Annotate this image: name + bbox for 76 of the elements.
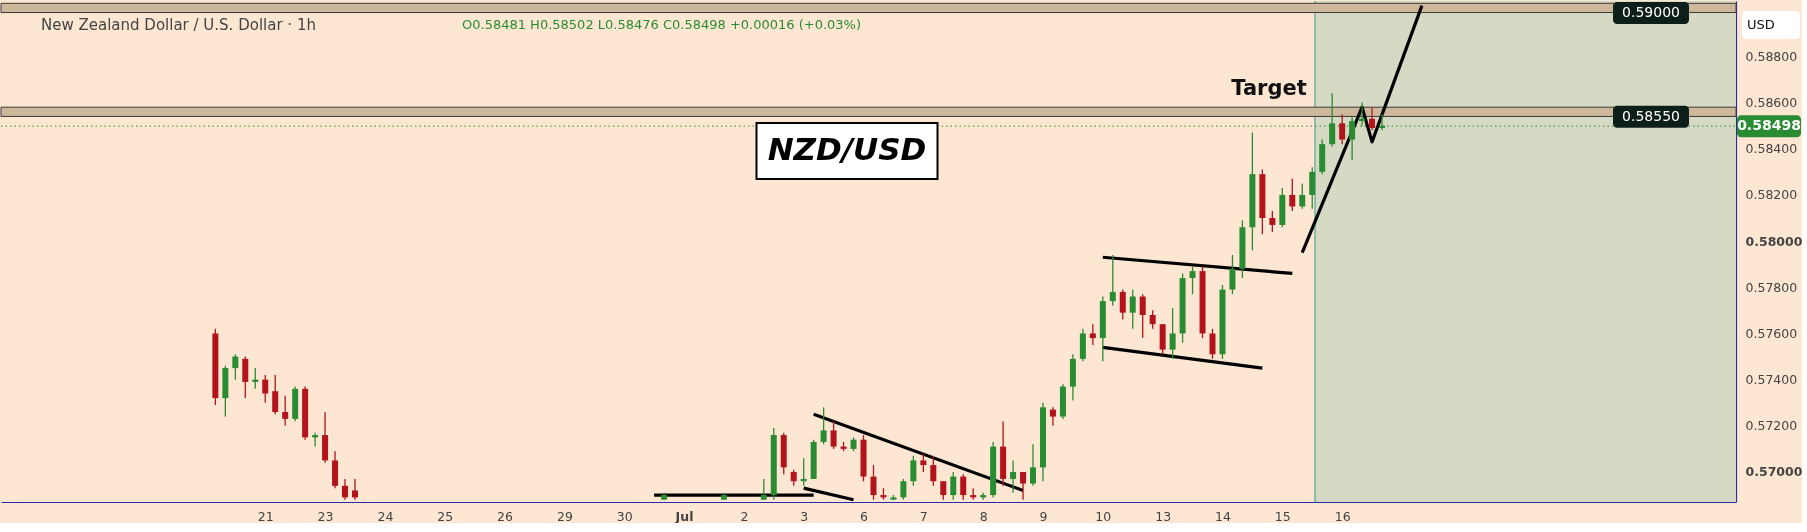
candlestick xyxy=(920,452,927,473)
candlestick xyxy=(950,471,957,501)
x-tick-label: 8 xyxy=(979,508,988,524)
candlestick xyxy=(1129,288,1136,330)
candlestick xyxy=(1119,288,1126,321)
x-tick-label: 7 xyxy=(919,508,928,524)
candlestick xyxy=(1149,309,1156,330)
candlestick xyxy=(1139,293,1146,339)
candlestick xyxy=(282,395,289,427)
x-tick-label: 24 xyxy=(377,508,394,524)
x-tick-label: 14 xyxy=(1215,508,1231,524)
candlestick xyxy=(1299,182,1306,210)
candlestick xyxy=(930,455,937,487)
candlestick xyxy=(1030,443,1037,487)
candlestick xyxy=(272,374,279,415)
candlestick xyxy=(870,464,877,501)
y-tick-label: 0.58600 xyxy=(1745,95,1798,111)
y-tick-label: 0.57600 xyxy=(1745,325,1798,341)
candlestick xyxy=(1369,106,1376,131)
candlestick xyxy=(1169,307,1176,360)
candlestick xyxy=(232,353,239,381)
band-label: 0.58550 xyxy=(1622,107,1680,124)
x-tick-label: 2 xyxy=(740,508,749,524)
candlestick xyxy=(830,420,837,450)
candlestick xyxy=(1309,166,1316,210)
y-tick-label: 0.58800 xyxy=(1745,48,1798,64)
candlestick xyxy=(1049,406,1056,427)
candlestick xyxy=(900,478,907,501)
x-tick-label: 25 xyxy=(437,508,454,524)
y-tick-label: 0.57200 xyxy=(1745,418,1798,434)
candlestick xyxy=(910,455,917,487)
y-tick-label: 0.57800 xyxy=(1745,279,1798,295)
x-tick-label: 30 xyxy=(616,508,633,524)
y-tick-label: 0.58200 xyxy=(1745,187,1798,203)
y-tick-label: 0.57400 xyxy=(1745,372,1798,388)
x-tick-label: 13 xyxy=(1155,508,1172,524)
candlestick xyxy=(1020,471,1027,501)
candlestick xyxy=(1339,113,1346,145)
x-tick-label: 26 xyxy=(497,508,514,524)
candlestick xyxy=(1109,254,1116,307)
x-tick-label: 21 xyxy=(257,508,274,524)
x-tick-label: 10 xyxy=(1095,508,1112,524)
x-tick-label: 9 xyxy=(1039,508,1048,524)
x-tick-label: 3 xyxy=(800,508,809,524)
x-tick-label: 16 xyxy=(1334,508,1351,524)
candlestick xyxy=(1089,323,1096,346)
text: New Zealand Dollar / U.S. Dollar · 1h xyxy=(41,16,316,34)
candlestick xyxy=(1010,459,1017,494)
x-tick-label: 15 xyxy=(1274,508,1291,524)
candlestick xyxy=(820,406,827,445)
candlestick xyxy=(1209,328,1216,360)
y-tick-label: 0.58400 xyxy=(1745,141,1798,157)
x-tick-label: 29 xyxy=(556,508,573,524)
candlestick xyxy=(351,478,358,501)
candlestick xyxy=(1289,178,1296,212)
x-tick-label: 23 xyxy=(317,508,334,524)
y-tick-label: 0.57000 xyxy=(1745,464,1803,480)
x-tick-label: 6 xyxy=(860,508,869,524)
y-tick-label: 0.58000 xyxy=(1745,233,1803,249)
candlestick xyxy=(342,478,349,501)
candlestick xyxy=(242,355,249,399)
y-axis-title: USD xyxy=(1747,17,1775,32)
candlestick xyxy=(1229,254,1236,295)
text: O0.58481 H0.58502 L0.58476 C0.58498 +0.00016 (+0.03%) xyxy=(462,17,862,32)
ref-line-label: 0.58498 xyxy=(1737,117,1801,134)
x-tick-label: Jul xyxy=(674,508,694,524)
candlestick xyxy=(1189,265,1196,295)
candlestick xyxy=(940,480,947,501)
candlestick xyxy=(760,478,767,501)
annotation: NZD/USD xyxy=(767,131,927,167)
candlestick xyxy=(1269,210,1276,233)
candlestick xyxy=(262,374,269,404)
annotation: Target xyxy=(1231,76,1307,100)
candlestick xyxy=(960,473,967,501)
band-label: 0.59000 xyxy=(1622,3,1680,20)
candlestick xyxy=(1329,92,1336,148)
